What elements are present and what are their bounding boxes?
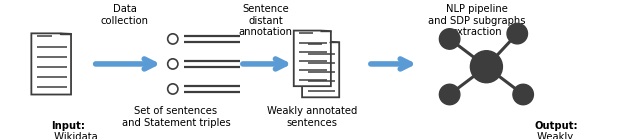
Polygon shape	[31, 33, 71, 95]
Text: Weakly annotated
sentences: Weakly annotated sentences	[267, 106, 358, 128]
Ellipse shape	[440, 29, 460, 49]
Polygon shape	[302, 42, 339, 97]
Text: Data
collection: Data collection	[101, 4, 149, 26]
Ellipse shape	[513, 84, 533, 105]
Polygon shape	[294, 31, 331, 86]
Text: NLP pipeline
and SDP subgraphs
extraction: NLP pipeline and SDP subgraphs extractio…	[428, 4, 525, 37]
Text: Sentence
distant
annotation: Sentence distant annotation	[239, 4, 292, 37]
Text: Output:: Output:	[534, 121, 578, 131]
Text: Weakly
annotated graph
dataset: Weakly annotated graph dataset	[534, 132, 618, 139]
Ellipse shape	[440, 84, 460, 105]
Polygon shape	[60, 33, 71, 34]
Ellipse shape	[507, 23, 527, 44]
Text: Set of sentences
and Statement triples: Set of sentences and Statement triples	[122, 106, 230, 128]
Ellipse shape	[470, 51, 502, 83]
Text: Input:: Input:	[51, 121, 85, 131]
Text: Wikidata
Item page: Wikidata Item page	[51, 132, 102, 139]
